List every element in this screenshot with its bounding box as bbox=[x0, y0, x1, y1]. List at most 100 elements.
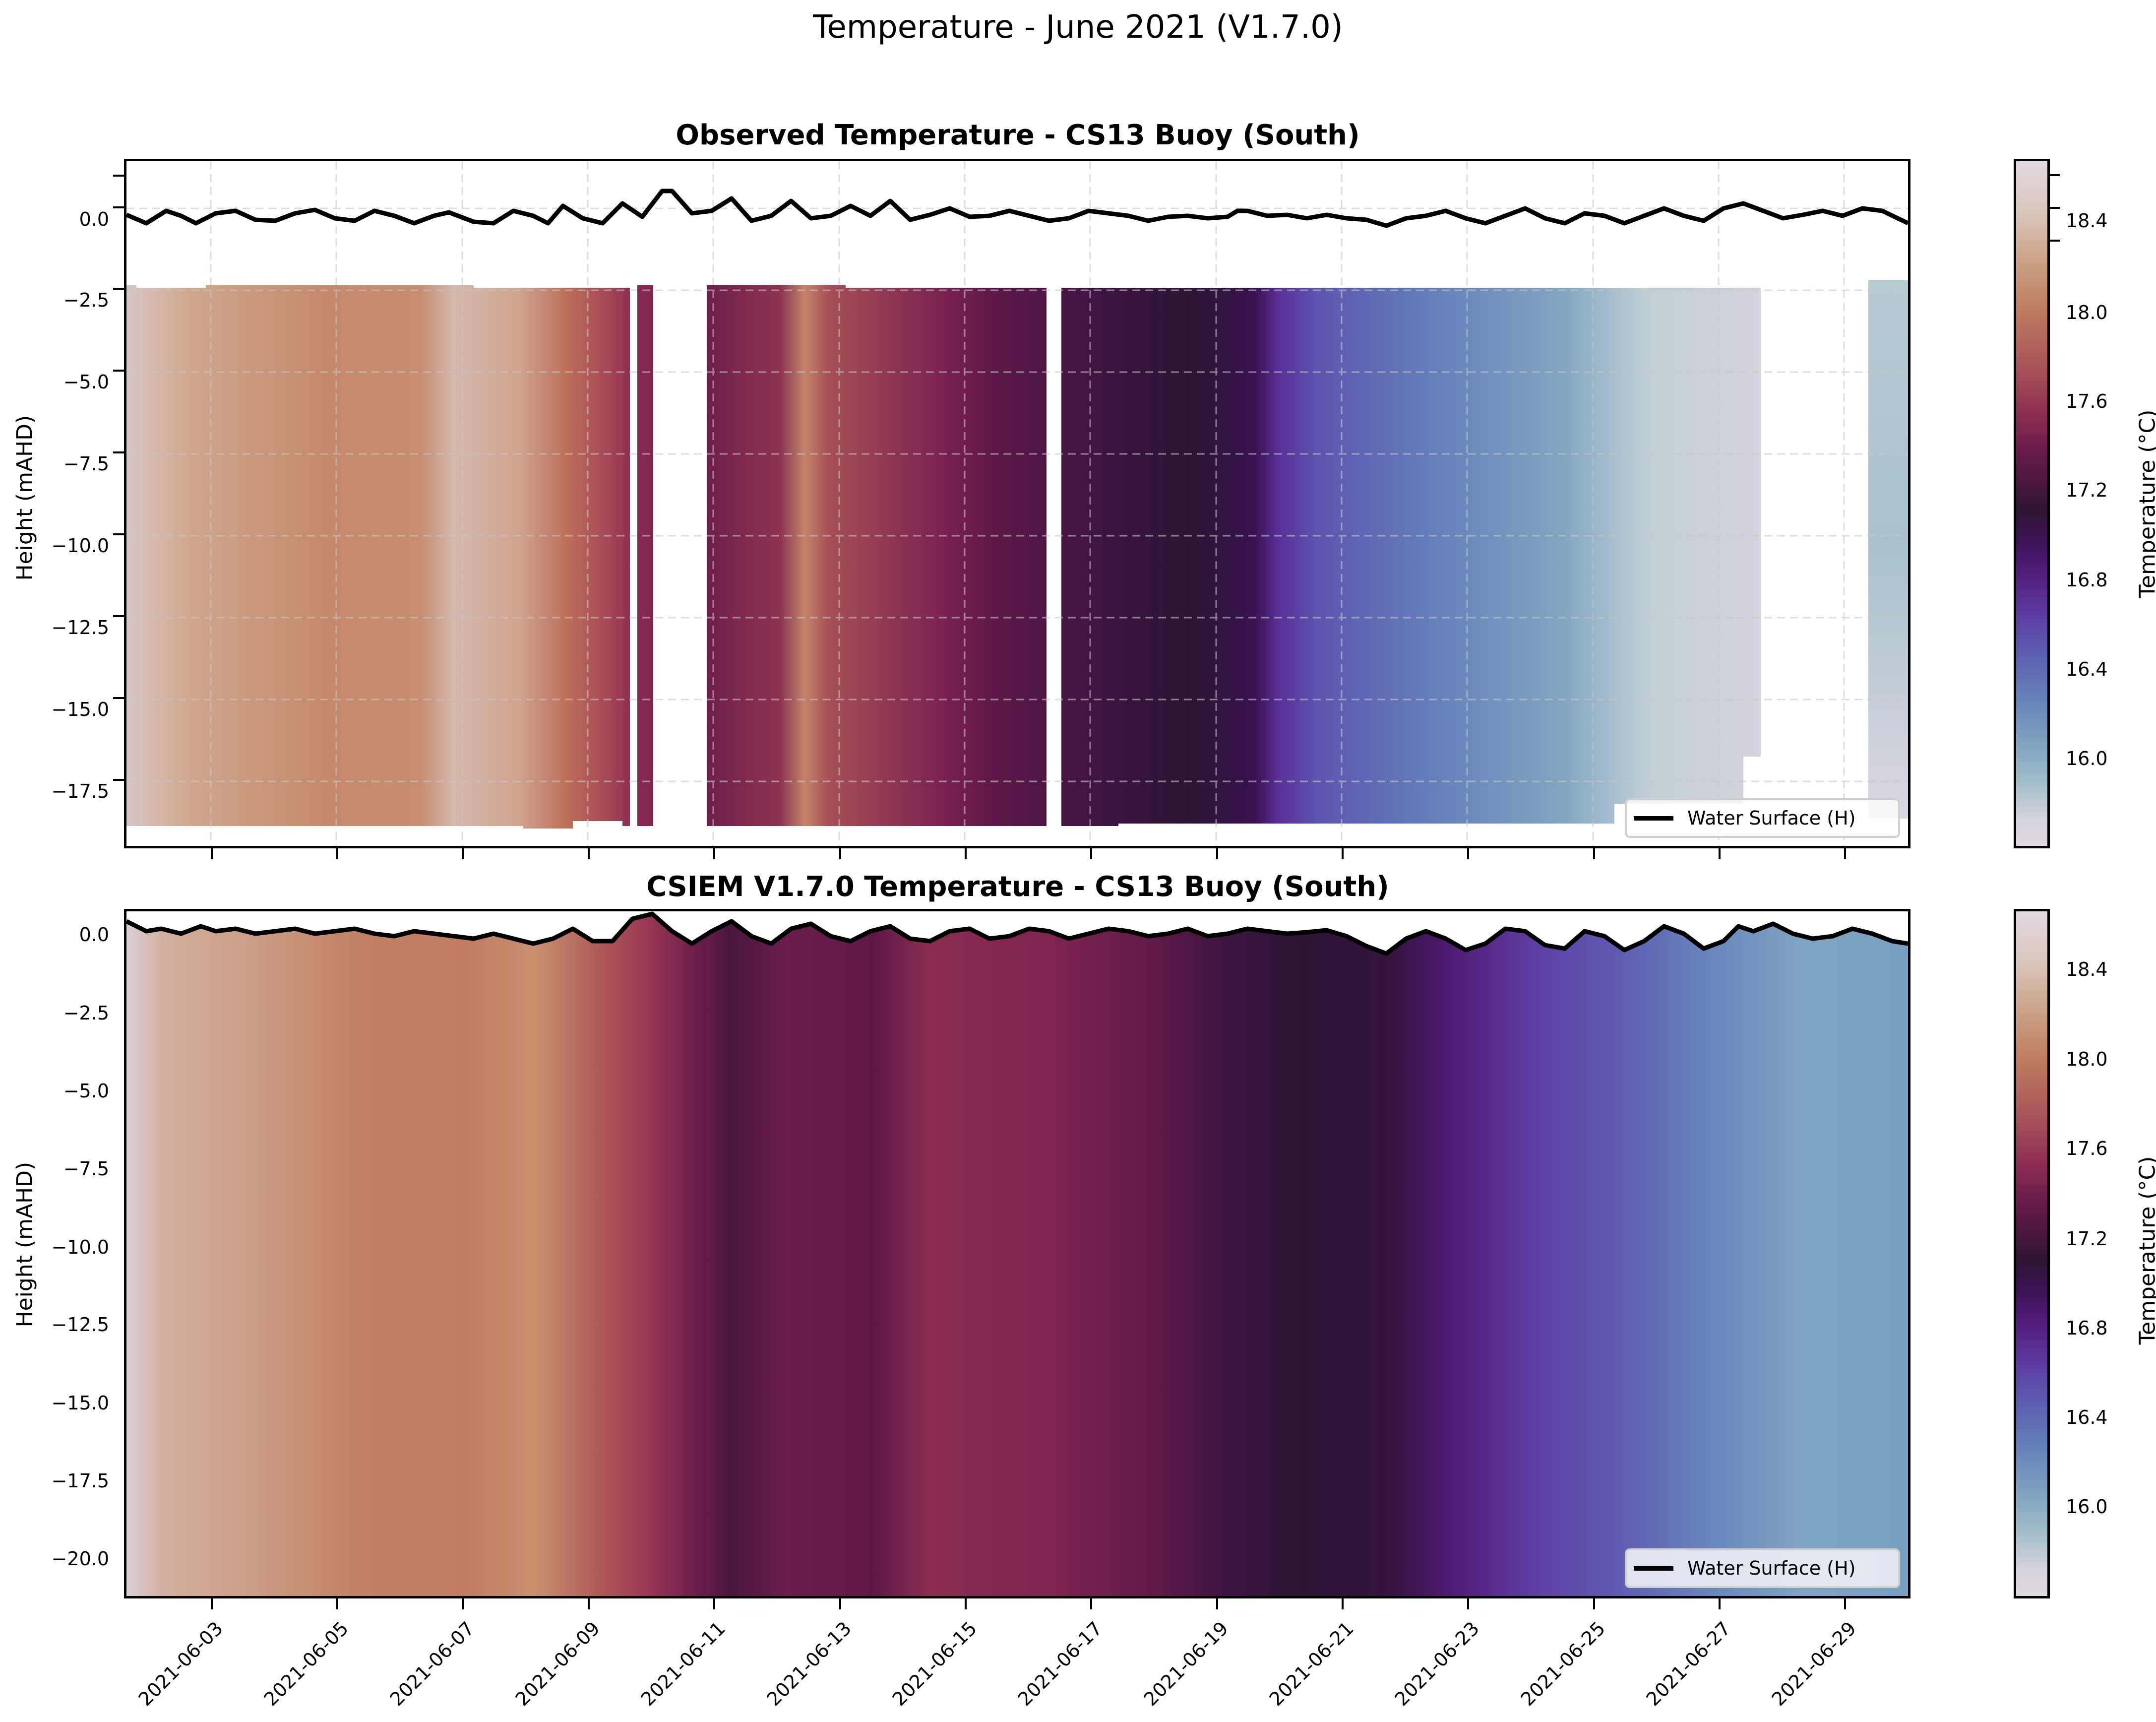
xtick-label: 2021-06-29 bbox=[1767, 1617, 1861, 1711]
xtick-label: 2021-06-03 bbox=[134, 1617, 228, 1711]
xtick-mark bbox=[588, 848, 590, 859]
ytick-mark bbox=[113, 533, 124, 535]
ytick: −17.5 bbox=[51, 780, 109, 802]
model-legend-label: Water Surface (H) bbox=[1687, 1557, 1856, 1579]
panel-title-observed: Observed Temperature - CS13 Buoy (South) bbox=[676, 119, 1360, 151]
ytick-mark bbox=[113, 175, 124, 177]
ytick: −7.5 bbox=[63, 453, 109, 475]
xtick-mark bbox=[1719, 1598, 1721, 1609]
xtick-label: 2021-06-19 bbox=[1139, 1617, 1233, 1711]
colorbar-tick: 16.0 bbox=[2066, 1496, 2108, 1518]
model-colorbar-label: Temperature (°C) bbox=[2135, 1156, 2156, 1345]
observed-colorbar bbox=[2014, 159, 2050, 848]
observed-colorbar-label: Temperature (°C) bbox=[2135, 409, 2156, 598]
colorbar-tick: 17.2 bbox=[2066, 1228, 2108, 1250]
colorbar-tick: 16.8 bbox=[2066, 1317, 2108, 1339]
ytick: 0.0 bbox=[79, 924, 109, 946]
ytick: −15.0 bbox=[51, 699, 109, 720]
model-colorbar bbox=[2014, 909, 2050, 1598]
ytick-mark bbox=[113, 779, 124, 781]
ytick-mark bbox=[113, 370, 124, 372]
colorbar-tick: 17.6 bbox=[2066, 1138, 2108, 1159]
ytick-mark bbox=[113, 206, 124, 208]
observed-legend-label: Water Surface (H) bbox=[1687, 807, 1856, 829]
xtick-label: 2021-06-27 bbox=[1642, 1617, 1735, 1711]
ytick: −7.5 bbox=[63, 1158, 109, 1180]
xtick-label: 2021-06-23 bbox=[1390, 1617, 1484, 1711]
xtick-mark bbox=[336, 1598, 338, 1609]
ytick-mark bbox=[113, 288, 124, 290]
xtick-mark bbox=[462, 1598, 464, 1609]
ytick: −5.0 bbox=[63, 1080, 109, 1102]
xtick-mark bbox=[336, 848, 338, 859]
xtick-label: 2021-06-05 bbox=[259, 1617, 353, 1711]
colorbar-tick: 16.4 bbox=[2066, 658, 2108, 680]
xtick-mark bbox=[211, 848, 213, 859]
colorbar-tick: 18.0 bbox=[2066, 302, 2108, 323]
ctick-mark bbox=[2050, 240, 2060, 242]
ytick: −2.5 bbox=[63, 289, 109, 311]
colorbar-tick: 16.8 bbox=[2066, 569, 2108, 591]
colorbar-tick: 18.4 bbox=[2066, 958, 2108, 980]
xtick-mark bbox=[1090, 1598, 1092, 1609]
xtick-mark bbox=[1216, 1598, 1218, 1609]
xtick-mark bbox=[1090, 848, 1092, 859]
observed-heatmap bbox=[126, 161, 1908, 846]
colorbar-tick: 16.0 bbox=[2066, 748, 2108, 769]
xtick-mark bbox=[1844, 848, 1846, 859]
ytick-mark bbox=[113, 615, 124, 617]
xtick-mark bbox=[839, 848, 841, 859]
ytick: −10.0 bbox=[51, 535, 109, 557]
xtick-label: 2021-06-09 bbox=[511, 1617, 605, 1711]
model-heatmap-axes: Water Surface (H) bbox=[124, 909, 1910, 1598]
xtick-label: 2021-06-25 bbox=[1516, 1617, 1610, 1711]
model-legend: Water Surface (H) bbox=[1625, 1548, 1900, 1588]
xtick-mark bbox=[1593, 848, 1595, 859]
xtick-label: 2021-06-21 bbox=[1265, 1617, 1358, 1711]
ytick: −17.5 bbox=[51, 1470, 109, 1492]
ytick: 0.0 bbox=[79, 208, 109, 230]
y-axis-label-observed: Height (mAHD) bbox=[12, 415, 38, 581]
ytick: −10.0 bbox=[51, 1236, 109, 1258]
xtick-label: 2021-06-07 bbox=[385, 1617, 479, 1711]
xtick-mark bbox=[1467, 848, 1469, 859]
ytick: −12.5 bbox=[51, 617, 109, 638]
xtick-mark bbox=[965, 1598, 967, 1609]
xtick-label: 2021-06-11 bbox=[636, 1617, 730, 1711]
colorbar-tick: 16.4 bbox=[2066, 1406, 2108, 1428]
ytick-mark bbox=[113, 697, 124, 699]
panel-title-model: CSIEM V1.7.0 Temperature - CS13 Buoy (So… bbox=[646, 871, 1389, 903]
xtick-label: 2021-06-15 bbox=[888, 1617, 982, 1711]
ytick: −2.5 bbox=[63, 1002, 109, 1024]
ytick: −5.0 bbox=[63, 371, 109, 393]
xtick-mark bbox=[588, 1598, 590, 1609]
xtick-mark bbox=[1593, 1598, 1595, 1609]
model-heatmap bbox=[126, 911, 1908, 1596]
observed-heatmap-axes: Water Surface (H) bbox=[124, 159, 1910, 848]
xtick-mark bbox=[1844, 1598, 1846, 1609]
ytick: −15.0 bbox=[51, 1392, 109, 1414]
xtick-mark bbox=[965, 848, 967, 859]
legend-line-swatch-icon bbox=[1634, 816, 1673, 821]
xtick-mark bbox=[713, 1598, 715, 1609]
colorbar-tick: 17.6 bbox=[2066, 390, 2108, 412]
colorbar-tick: 18.4 bbox=[2066, 210, 2108, 232]
xtick-mark bbox=[839, 1598, 841, 1609]
xtick-mark bbox=[1216, 848, 1218, 859]
xtick-mark bbox=[713, 848, 715, 859]
colorbar-tick: 18.0 bbox=[2066, 1048, 2108, 1070]
xtick-mark bbox=[1342, 1598, 1344, 1609]
xtick-label: 2021-06-13 bbox=[762, 1617, 856, 1711]
figure-suptitle: Temperature - June 2021 (V1.7.0) bbox=[813, 9, 1343, 46]
ytick-mark bbox=[113, 451, 124, 453]
observed-legend: Water Surface (H) bbox=[1625, 798, 1900, 838]
xtick-mark bbox=[211, 1598, 213, 1609]
legend-line-swatch-icon bbox=[1634, 1566, 1673, 1571]
xtick-mark bbox=[1719, 848, 1721, 859]
xtick-mark bbox=[1467, 1598, 1469, 1609]
colorbar-tick: 17.2 bbox=[2066, 479, 2108, 501]
observed-water-surface-line bbox=[126, 189, 1908, 228]
xtick-mark bbox=[1342, 848, 1344, 859]
xtick-label: 2021-06-17 bbox=[1013, 1617, 1107, 1711]
ctick-mark bbox=[2050, 207, 2060, 209]
